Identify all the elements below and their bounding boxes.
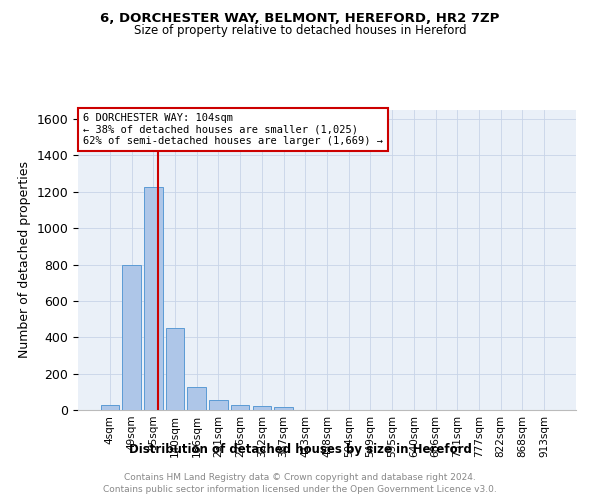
Bar	[166, 328, 184, 410]
Bar	[231, 406, 250, 410]
Bar	[274, 408, 293, 410]
Y-axis label: Number of detached properties: Number of detached properties	[18, 162, 31, 358]
Text: Contains public sector information licensed under the Open Government Licence v3: Contains public sector information licen…	[103, 485, 497, 494]
Text: Distribution of detached houses by size in Hereford: Distribution of detached houses by size …	[128, 442, 472, 456]
Text: 6, DORCHESTER WAY, BELMONT, HEREFORD, HR2 7ZP: 6, DORCHESTER WAY, BELMONT, HEREFORD, HR…	[100, 12, 500, 26]
Bar	[209, 400, 227, 410]
Bar	[144, 188, 163, 410]
Bar	[122, 264, 141, 410]
Bar	[253, 406, 271, 410]
Text: 6 DORCHESTER WAY: 104sqm
← 38% of detached houses are smaller (1,025)
62% of sem: 6 DORCHESTER WAY: 104sqm ← 38% of detach…	[83, 113, 383, 146]
Bar	[187, 388, 206, 410]
Bar	[101, 406, 119, 410]
Text: Size of property relative to detached houses in Hereford: Size of property relative to detached ho…	[134, 24, 466, 37]
Text: Contains HM Land Registry data © Crown copyright and database right 2024.: Contains HM Land Registry data © Crown c…	[124, 472, 476, 482]
